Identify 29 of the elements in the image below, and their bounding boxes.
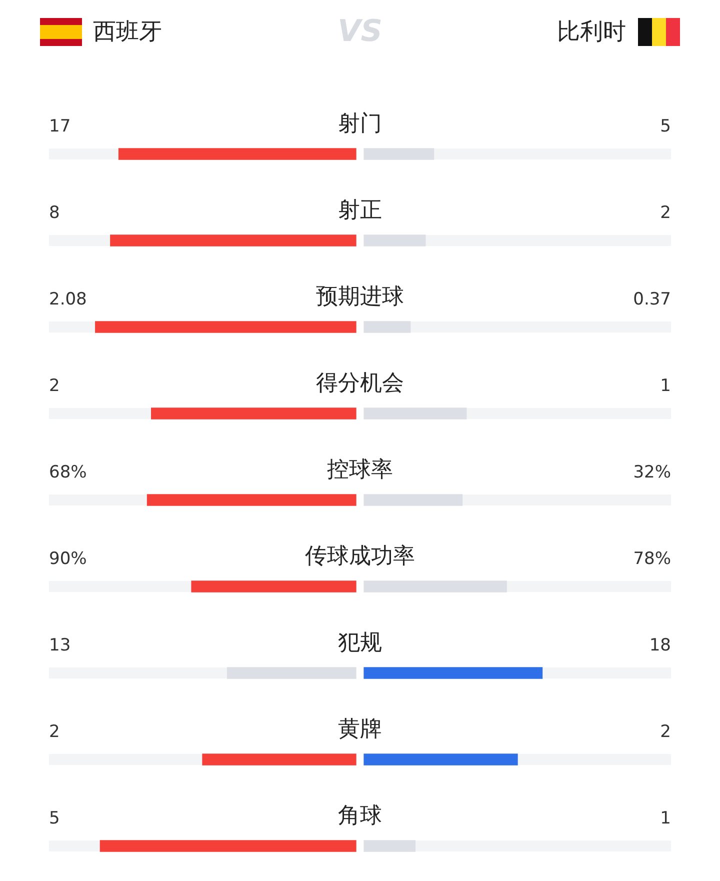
data-label: 0.37 [633,289,671,310]
data-label: 32% [633,462,671,482]
data-label: 78% [633,548,671,569]
data-label: 68% [49,462,87,482]
category-label: 黄牌 [338,717,382,742]
data-label: 5 [49,808,60,828]
data-label: 2 [49,722,60,742]
data-label: 1 [660,376,671,396]
category-label: 射门 [338,112,382,137]
category-label: 角球 [338,804,382,829]
data-label: 2 [660,722,671,742]
data-label: 90% [49,548,87,569]
text: 比利时 [557,18,626,47]
category-label: 预期进球 [316,284,404,310]
data-label: 18 [649,635,671,656]
category-label: 传球成功率 [305,544,415,570]
data-label: 2.08 [49,289,87,310]
category-label: 控球率 [327,458,393,483]
data-label: 1 [660,808,671,828]
data-label: 17 [49,116,71,136]
category-label: 射正 [338,198,382,224]
category-label: 犯规 [338,630,382,656]
data-label: 2 [49,376,60,396]
legend-label: 西班牙 [93,18,162,47]
data-label: 2 [660,202,671,223]
data-label: 13 [49,635,71,656]
category-label: 得分机会 [316,371,404,396]
data-label: 8 [49,202,60,223]
data-label: 5 [660,116,671,136]
